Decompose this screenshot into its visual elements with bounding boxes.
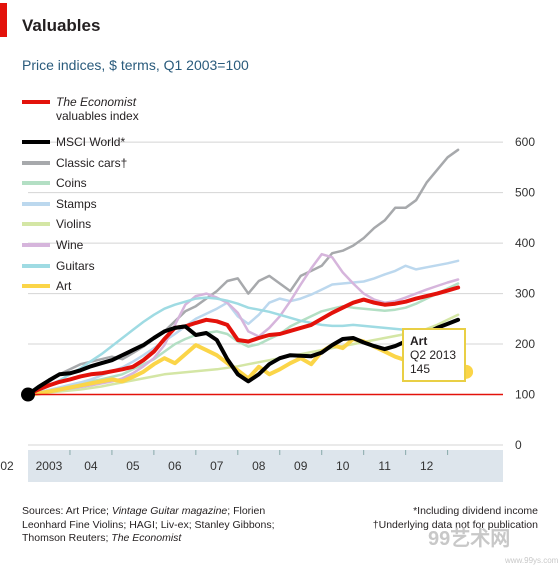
sources-note: Sources: Art Price; Vintage Guitar magaz… bbox=[22, 505, 292, 546]
y-tick-label: 0 bbox=[515, 438, 522, 452]
legend-label: Classic cars† bbox=[56, 155, 128, 170]
x-tick-label: 10 bbox=[336, 459, 350, 473]
legend-item: Violins bbox=[22, 217, 139, 238]
legend-label: Stamps bbox=[56, 196, 97, 211]
x-tick-label: 06 bbox=[168, 459, 182, 473]
x-tick-label: 2003 bbox=[36, 459, 63, 473]
sources-italic-1: Vintage Guitar magazine bbox=[111, 505, 228, 517]
series-line-classic-cars bbox=[26, 148, 460, 396]
x-tick-label: 04 bbox=[84, 459, 98, 473]
footnotes: *Including dividend income †Underlying d… bbox=[373, 505, 538, 532]
legend-swatch bbox=[22, 100, 50, 104]
legend-label: Wine bbox=[56, 237, 84, 252]
sources-mid: ; Florien Leonhard Fine Violins; HAGI; L… bbox=[22, 505, 275, 544]
x-tick-label: 02 bbox=[0, 459, 14, 473]
tooltip-value: 145 bbox=[410, 362, 431, 376]
legend-swatch bbox=[22, 242, 50, 247]
footnote-dividend: *Including dividend income bbox=[413, 505, 538, 517]
legend-item: Stamps bbox=[22, 197, 139, 218]
legend-label: MSCI World* bbox=[56, 135, 126, 149]
x-axis-band bbox=[28, 450, 503, 482]
y-tick-label: 400 bbox=[515, 236, 535, 250]
legend-swatch bbox=[22, 181, 50, 186]
legend-swatch bbox=[22, 160, 50, 165]
legend-item: MSCI World* bbox=[22, 135, 139, 156]
series-line-msci-world bbox=[26, 317, 461, 397]
chart-subtitle: Price indices, $ terms, Q1 2003=100 bbox=[22, 57, 249, 73]
sources-italic-2: The Economist bbox=[111, 532, 182, 544]
x-tick-label: 07 bbox=[210, 459, 224, 473]
legend-swatch bbox=[22, 222, 50, 227]
y-tick-label: 600 bbox=[515, 135, 535, 149]
legend-item: Wine bbox=[22, 238, 139, 259]
sources-prefix: Sources: Art Price; bbox=[22, 505, 112, 517]
legend-item: The Economist valuables index bbox=[22, 95, 139, 135]
legend-swatch bbox=[22, 284, 50, 289]
footnote-underlying: †Underlying data not for publication bbox=[372, 518, 538, 531]
x-tick-label: 09 bbox=[294, 459, 308, 473]
y-tick-label: 500 bbox=[515, 186, 535, 200]
legend-item: Coins bbox=[22, 176, 139, 197]
legend-label: Coins bbox=[56, 176, 87, 191]
legend-item: Guitars bbox=[22, 259, 139, 280]
legend-swatch bbox=[22, 263, 50, 268]
watermark-logo: 99艺术网 bbox=[428, 528, 511, 550]
series-line-art bbox=[26, 337, 461, 397]
legend-label: Art bbox=[56, 279, 72, 294]
legend-label: Violins bbox=[56, 217, 92, 232]
y-tick-label: 300 bbox=[515, 287, 535, 301]
x-tick-label: 12 bbox=[420, 459, 434, 473]
series-line-the-economist-valuables-index bbox=[26, 285, 461, 397]
x-tick-label: 08 bbox=[252, 459, 266, 473]
x-tick-label: 11 bbox=[378, 459, 391, 473]
tooltip-period: Q2 2013 bbox=[410, 348, 457, 362]
series-line-violins bbox=[26, 313, 460, 396]
y-tick-label: 200 bbox=[515, 337, 535, 351]
line-chart: 0 100 200 300 400 500 600 02 2003 04 05 06 07 08 09 10 1… bbox=[0, 135, 535, 482]
legend-label: The Economist valuables index bbox=[56, 95, 139, 123]
brand-red-tab bbox=[0, 3, 7, 37]
legend-swatch bbox=[22, 140, 50, 144]
start-point-marker bbox=[21, 387, 35, 402]
y-tick-label: 100 bbox=[515, 388, 535, 402]
chart-legend: The Economist valuables index MSCI World* C… bbox=[22, 95, 139, 300]
legend-swatch bbox=[22, 201, 50, 206]
watermark-url: www.99ys.com bbox=[505, 556, 559, 565]
legend-item: Classic cars† bbox=[22, 156, 139, 177]
art-tooltip: Art Q2 2013 145 bbox=[402, 328, 466, 382]
tooltip-series-name: Art bbox=[410, 334, 428, 348]
chart-title: Valuables bbox=[22, 16, 101, 35]
legend-item: Art bbox=[22, 279, 139, 300]
x-tick-label: 05 bbox=[126, 459, 140, 473]
legend-label: Guitars bbox=[56, 258, 95, 273]
series-line-guitars bbox=[26, 296, 460, 396]
